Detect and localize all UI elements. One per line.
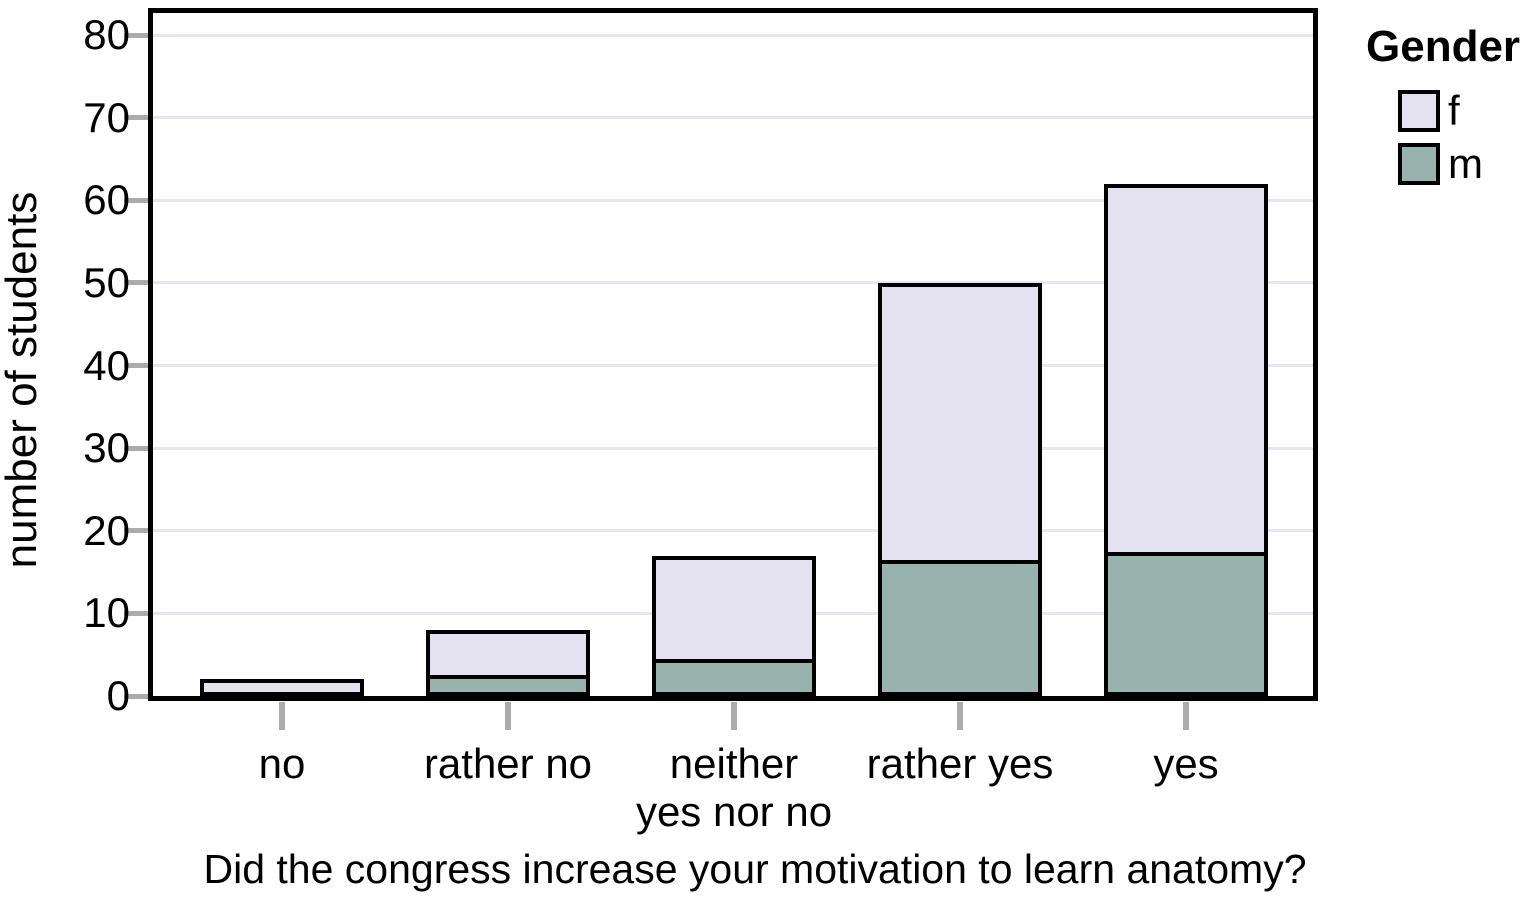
gridline-y-80 bbox=[153, 33, 1313, 37]
bar-yes bbox=[1104, 184, 1268, 696]
y-tick-10 bbox=[124, 610, 148, 616]
y-tick-80 bbox=[124, 32, 148, 38]
gridline-y-30 bbox=[153, 446, 1313, 450]
legend-swatch-m bbox=[1398, 143, 1440, 185]
x-axis-title: Did the congress increase your motivatio… bbox=[203, 846, 1307, 892]
y-tick-40 bbox=[124, 363, 148, 368]
bar-segment-m-rather-yes bbox=[882, 560, 1038, 692]
y-tick-label-30: 30 bbox=[83, 424, 130, 472]
legend-title: Gender bbox=[1366, 22, 1521, 71]
plot-area bbox=[148, 8, 1318, 701]
y-tick-label-70: 70 bbox=[83, 93, 130, 141]
legend-item-m: m bbox=[1398, 143, 1520, 185]
bar-no bbox=[200, 679, 364, 696]
bar-segment-m-yes bbox=[1108, 552, 1264, 692]
x-tick-label-yes: yes bbox=[1153, 740, 1219, 787]
bar-segment-m-rather-no bbox=[430, 675, 586, 692]
x-tick-neither-yes-nor-no bbox=[731, 702, 737, 730]
y-tick-label-50: 50 bbox=[83, 258, 130, 306]
gridline-y-50 bbox=[153, 281, 1313, 285]
y-tick-label-60: 60 bbox=[83, 176, 130, 224]
y-tick-label-20: 20 bbox=[83, 506, 130, 554]
gridline-y-20 bbox=[153, 529, 1313, 533]
bar-rather-yes bbox=[878, 283, 1042, 696]
bar-rather-no bbox=[426, 630, 590, 696]
legend-label-m: m bbox=[1448, 140, 1483, 187]
y-tick-label-80: 80 bbox=[83, 11, 130, 58]
gridline-y-60 bbox=[153, 198, 1313, 202]
legend-swatch-f bbox=[1398, 90, 1440, 132]
x-tick-label-rather-yes: rather yes bbox=[866, 740, 1054, 787]
y-tick-60 bbox=[124, 197, 148, 203]
y-tick-0 bbox=[124, 693, 148, 699]
x-tick-no bbox=[279, 702, 285, 730]
y-tick-20 bbox=[124, 528, 148, 534]
x-tick-rather-yes bbox=[957, 702, 963, 730]
gridline-y-70 bbox=[153, 116, 1313, 120]
x-tick-rather-no bbox=[505, 702, 511, 730]
y-tick-30 bbox=[124, 445, 148, 451]
y-tick-70 bbox=[124, 115, 148, 121]
bar-segment-m-neither-yes-nor-no bbox=[656, 659, 812, 692]
x-tick-label-rather-no: rather no bbox=[423, 740, 593, 787]
legend-item-f: f bbox=[1398, 90, 1520, 132]
y-tick-50 bbox=[124, 280, 148, 286]
y-tick-label-40: 40 bbox=[83, 341, 130, 389]
x-tick-yes bbox=[1183, 702, 1189, 730]
y-tick-label-10: 10 bbox=[83, 589, 130, 637]
gridline-y-40 bbox=[153, 364, 1313, 367]
legend-label-f: f bbox=[1448, 87, 1460, 134]
y-tick-label-0: 0 bbox=[106, 672, 130, 719]
x-tick-label-neither-yes-nor-no: neither yes nor no bbox=[635, 740, 833, 835]
bar-neither-yes-nor-no bbox=[652, 556, 816, 696]
x-tick-label-no: no bbox=[258, 740, 306, 787]
